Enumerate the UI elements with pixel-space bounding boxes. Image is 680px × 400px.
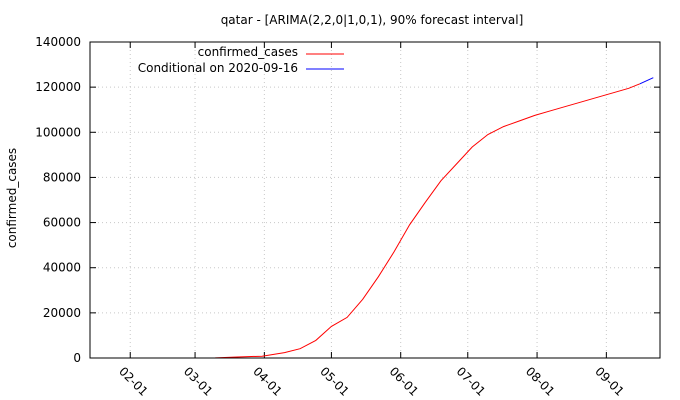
x-tick-label: 04-01 xyxy=(250,364,285,399)
y-tick-label: 140000 xyxy=(35,35,81,49)
series-line-confirmed-cases xyxy=(192,83,641,359)
legend-label-confirmed-cases: confirmed_cases xyxy=(198,45,298,59)
plot-frame xyxy=(89,41,661,359)
x-tick-label: 07-01 xyxy=(454,364,489,399)
grid xyxy=(90,42,660,358)
axis-ticks: 0 20000 40000 60000 80000 100000 120000 140000 0… xyxy=(35,35,660,399)
x-tick-label: 03-01 xyxy=(181,364,216,399)
y-tick-label: 0 xyxy=(73,351,81,365)
y-tick-label: 80000 xyxy=(43,170,81,184)
series-line-forecast xyxy=(639,77,654,85)
y-tick-label: 40000 xyxy=(43,261,81,275)
series-lines xyxy=(192,77,654,359)
y-tick-label: 100000 xyxy=(35,125,81,139)
y-tick-label: 120000 xyxy=(35,80,81,94)
legend: confirmed_cases Conditional on 2020-09-1… xyxy=(138,45,344,75)
chart-title: qatar - [ARIMA(2,2,0|1,0,1), 90% forecas… xyxy=(221,13,524,27)
y-axis-label: confirmed_cases xyxy=(5,148,19,248)
x-tick-label: 08-01 xyxy=(523,364,558,399)
y-tick-label: 20000 xyxy=(43,306,81,320)
legend-label-conditional: Conditional on 2020-09-16 xyxy=(138,61,298,75)
x-tick-label: 02-01 xyxy=(116,364,151,399)
x-tick-label: 05-01 xyxy=(317,364,352,399)
x-tick-label: 09-01 xyxy=(592,364,627,399)
y-tick-label: 60000 xyxy=(43,216,81,230)
x-tick-label: 06-01 xyxy=(387,364,422,399)
